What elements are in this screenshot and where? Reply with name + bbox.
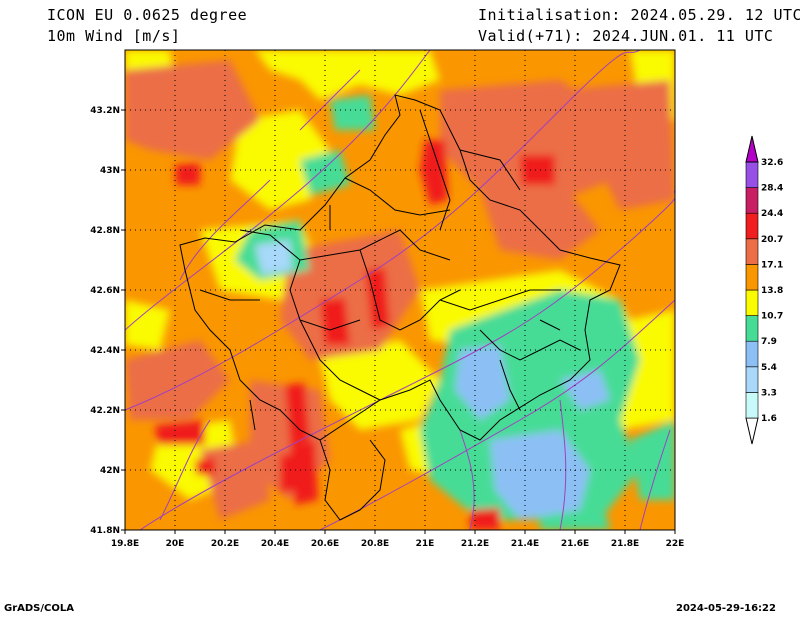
valid-time-label: Valid(+71): 2024.JUN.01. 11 UTC	[478, 27, 774, 45]
lon-tick-label: 20.4E	[261, 539, 289, 549]
colorbar-max-arrow	[745, 135, 759, 163]
render-timestamp: 2024-05-29-16:22	[676, 603, 776, 614]
colorbar-level-label: 5.4	[761, 363, 777, 373]
colorbar-level-label: 7.9	[761, 337, 777, 347]
colorbar-segment	[745, 187, 759, 214]
colorbar-level-label: 24.4	[761, 209, 783, 219]
lon-tick-label: 20E	[166, 539, 185, 549]
lon-tick-label: 21.6E	[561, 539, 589, 549]
model-title: ICON EU 0.0625 degree	[47, 6, 248, 24]
lat-tick-label: 42.2N	[90, 406, 120, 416]
lon-tick-label: 20.6E	[311, 539, 339, 549]
colorbar-level-label: 10.7	[761, 312, 783, 322]
colorbar-segment	[745, 161, 759, 188]
wind-streamlines	[125, 50, 675, 530]
colorbar-level-label: 1.6	[761, 414, 777, 424]
lat-tick-label: 43N	[100, 166, 120, 176]
colorbar-level-label: 32.6	[761, 158, 783, 168]
lon-tick-label: 20.8E	[361, 539, 389, 549]
colorbar-segment	[745, 238, 759, 265]
lon-tick-label: 21.4E	[511, 539, 539, 549]
lon-tick-label: 21E	[416, 539, 435, 549]
lon-tick-label: 21.8E	[611, 539, 639, 549]
colorbar-segment	[745, 340, 759, 368]
lat-tick-label: 42N	[100, 466, 120, 476]
lat-tick-label: 43.2N	[90, 106, 120, 116]
colorbar-segment	[745, 392, 759, 419]
longitude-axis: 19.8E 20E 20.2E 20.4E 20.6E 20.8E 21E 21.2E 21.4…	[111, 530, 685, 549]
colorbar-level-label: 17.1	[761, 260, 783, 270]
admin-borders	[179, 94, 621, 521]
colorbar-level-label: 3.3	[761, 388, 777, 398]
colorbar-segment	[745, 289, 759, 316]
lon-tick-label: 22E	[666, 539, 685, 549]
lon-tick-label: 21.2E	[461, 539, 489, 549]
initialisation-label: Initialisation: 2024.05.29. 12 UTC	[478, 6, 800, 24]
lon-tick-label: 19.8E	[111, 539, 139, 549]
colorbar-segment	[745, 212, 759, 240]
colorbar-min-arrow	[745, 417, 759, 445]
colorbar-segment	[745, 315, 759, 342]
colorbar-level-label: 28.4	[761, 184, 783, 194]
software-credit: GrADS/COLA	[4, 603, 74, 614]
colorbar: 1.6 3.3 5.4 7.9 10.7 13.8 17.1 20.7 24.4 28.4 32.6	[745, 135, 783, 445]
grid-lines	[125, 50, 675, 530]
colorbar-level-label: 13.8	[761, 286, 783, 296]
colorbar-level-label: 20.7	[761, 235, 783, 245]
colorbar-segment	[745, 366, 759, 393]
latitude-axis: 41.8N 42N 42.2N 42.4N 42.6N 42.8N 43N 43.2N	[90, 106, 125, 536]
variable-title: 10m Wind [m/s]	[47, 27, 181, 45]
lon-tick-label: 20.2E	[211, 539, 239, 549]
lat-tick-label: 42.4N	[90, 346, 120, 356]
lat-tick-label: 41.8N	[90, 526, 120, 536]
colorbar-segment	[745, 264, 759, 291]
lat-tick-label: 42.6N	[90, 286, 120, 296]
lat-tick-label: 42.8N	[90, 226, 120, 236]
